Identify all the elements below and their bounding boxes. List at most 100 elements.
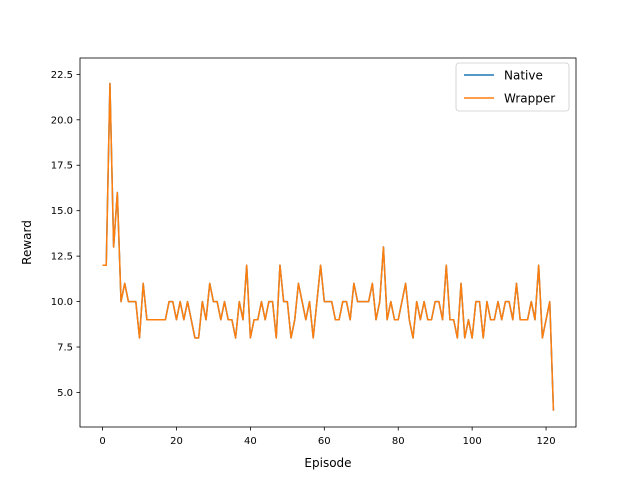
- data-point-wrapper: [190, 319, 192, 321]
- data-point-wrapper: [449, 319, 451, 321]
- data-point-wrapper: [239, 301, 241, 303]
- data-point-wrapper: [335, 319, 337, 321]
- data-point-wrapper: [305, 319, 307, 321]
- data-point-wrapper: [434, 301, 436, 303]
- data-point-wrapper: [479, 301, 481, 303]
- data-point-wrapper: [261, 301, 263, 303]
- data-point-wrapper: [294, 319, 296, 321]
- data-point-wrapper: [353, 283, 355, 285]
- data-point-wrapper: [283, 301, 285, 303]
- data-point-wrapper: [220, 319, 222, 321]
- data-point-wrapper: [405, 283, 407, 285]
- data-point-wrapper: [309, 301, 311, 303]
- data-point-wrapper: [497, 301, 499, 303]
- data-point-wrapper: [357, 301, 359, 303]
- data-point-wrapper: [423, 301, 425, 303]
- data-point-wrapper: [542, 337, 544, 339]
- data-point-wrapper: [316, 301, 318, 303]
- data-point-wrapper: [494, 319, 496, 321]
- data-point-wrapper: [412, 337, 414, 339]
- series-layer: [102, 82, 555, 411]
- data-point-wrapper: [142, 283, 144, 285]
- data-point-wrapper: [209, 283, 211, 285]
- data-point-wrapper: [409, 319, 411, 321]
- data-point-wrapper: [427, 319, 429, 321]
- data-point-wrapper: [312, 337, 314, 339]
- data-point-wrapper: [202, 301, 204, 303]
- data-point-wrapper: [327, 301, 329, 303]
- data-point-wrapper: [397, 319, 399, 321]
- data-point-wrapper: [505, 301, 507, 303]
- data-point-wrapper: [486, 301, 488, 303]
- y-tick-label: 5.0: [57, 388, 73, 399]
- data-point-wrapper: [113, 246, 115, 248]
- data-point-wrapper: [242, 319, 244, 321]
- data-point-wrapper: [298, 283, 300, 285]
- data-point-wrapper: [198, 337, 200, 339]
- data-point-wrapper: [431, 319, 433, 321]
- data-point-wrapper: [490, 319, 492, 321]
- y-tick-label: 17.5: [51, 161, 73, 172]
- y-tick-label: 7.5: [57, 343, 73, 354]
- data-point-wrapper: [176, 319, 178, 321]
- data-point-wrapper: [224, 301, 226, 303]
- data-point-wrapper: [275, 337, 277, 339]
- y-axis-ticks: 5.0 7.5 10.0 12.5 15.0 17.5 20.0 22.5: [51, 70, 80, 399]
- data-point-wrapper: [105, 264, 107, 266]
- x-tick-label: 60: [318, 436, 331, 447]
- x-tick-label: 0: [99, 436, 105, 447]
- data-point-wrapper: [135, 301, 137, 303]
- data-point-wrapper: [117, 192, 119, 194]
- data-point-wrapper: [349, 319, 351, 321]
- data-point-wrapper: [545, 319, 547, 321]
- data-point-wrapper: [527, 319, 529, 321]
- data-point-wrapper: [453, 319, 455, 321]
- data-point-wrapper: [131, 301, 133, 303]
- data-point-wrapper: [516, 283, 518, 285]
- data-point-wrapper: [368, 301, 370, 303]
- data-point-wrapper: [445, 264, 447, 266]
- data-point-wrapper: [383, 246, 385, 248]
- data-point-wrapper: [346, 301, 348, 303]
- data-point-wrapper: [530, 301, 532, 303]
- data-point-wrapper: [268, 301, 270, 303]
- x-tick-label: 40: [244, 436, 257, 447]
- x-tick-label: 120: [537, 436, 556, 447]
- data-point-wrapper: [442, 319, 444, 321]
- data-point-wrapper: [250, 337, 252, 339]
- data-point-wrapper: [183, 319, 185, 321]
- data-point-wrapper: [420, 319, 422, 321]
- data-point-wrapper: [120, 301, 122, 303]
- data-point-wrapper: [128, 301, 130, 303]
- data-point-wrapper: [360, 301, 362, 303]
- y-tick-label: 15.0: [51, 206, 73, 217]
- data-point-wrapper: [460, 283, 462, 285]
- data-point-wrapper: [187, 301, 189, 303]
- data-point-wrapper: [372, 283, 374, 285]
- series-line-wrapper: [102, 82, 555, 411]
- legend: Native Wrapper: [455, 62, 570, 112]
- data-point-wrapper: [153, 319, 155, 321]
- data-point-wrapper: [231, 319, 233, 321]
- data-point-wrapper: [331, 301, 333, 303]
- data-point-wrapper: [157, 319, 159, 321]
- data-point-wrapper: [501, 319, 503, 321]
- data-point-wrapper: [523, 319, 525, 321]
- data-point-wrapper: [464, 337, 466, 339]
- data-point-wrapper: [168, 301, 170, 303]
- x-tick-label: 100: [463, 436, 482, 447]
- data-point-wrapper: [290, 337, 292, 339]
- data-point-wrapper: [468, 319, 470, 321]
- data-point-wrapper: [338, 319, 340, 321]
- data-point-wrapper: [379, 301, 381, 303]
- x-axis-ticks: 0 20 40 60 80 100 120: [99, 427, 556, 447]
- data-point-wrapper: [508, 301, 510, 303]
- data-point-wrapper: [150, 319, 152, 321]
- data-point-wrapper: [165, 319, 167, 321]
- data-point-wrapper: [438, 301, 440, 303]
- data-point-wrapper: [390, 301, 392, 303]
- data-point-wrapper: [324, 301, 326, 303]
- data-point-wrapper: [109, 83, 111, 85]
- y-tick-label: 22.5: [51, 70, 73, 81]
- data-point-wrapper: [534, 319, 536, 321]
